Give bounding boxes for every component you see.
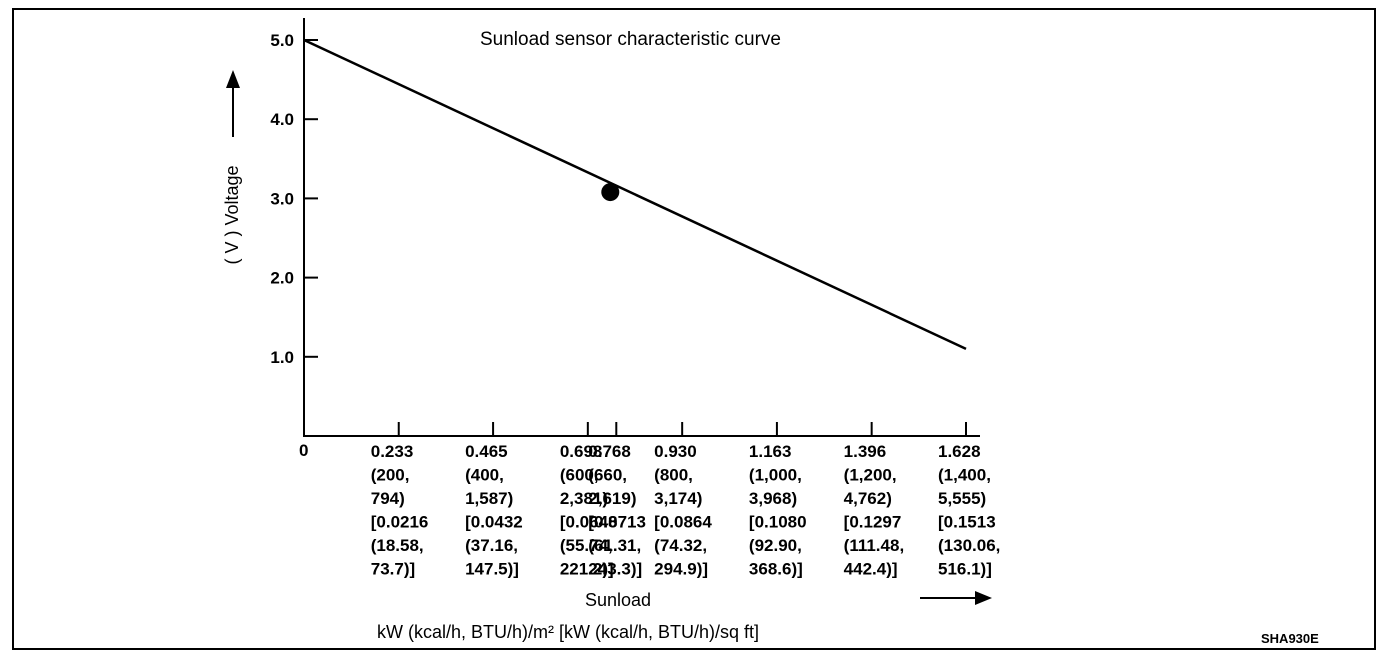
- figure-frame: [12, 8, 1376, 650]
- y-tick-label: 4.0: [270, 110, 294, 129]
- chart-title: Sunload sensor characteristic curve: [480, 29, 781, 50]
- x-tick-label-line: 1,587): [465, 489, 513, 508]
- x-origin-label: 0: [299, 441, 308, 460]
- series-line: [303, 38, 967, 351]
- x-tick-label-line: 0.465: [465, 442, 508, 461]
- x-tick-label-line: (55.74,: [560, 536, 613, 555]
- x-tick-label-line: 294.9)]: [654, 560, 708, 579]
- x-tick-label-line: (400,: [465, 466, 504, 485]
- x-tick-label-line: (18.58,: [371, 536, 424, 555]
- x-axis-label: Sunload: [585, 590, 651, 610]
- x-tick-label-line: 0.768: [588, 442, 631, 461]
- y-tick-label: 1.0: [270, 348, 294, 367]
- x-tick-label-line: 794): [371, 489, 405, 508]
- y-tick-label: 5.0: [270, 31, 294, 50]
- x-tick-label-line: 147.5)]: [465, 560, 519, 579]
- x-tick-label-line: [0.0216: [371, 513, 429, 532]
- x-tick-label-line: 2,381): [560, 489, 608, 508]
- x-tick-label-line: (92.90,: [749, 536, 802, 555]
- x-tick-label-line: (800,: [654, 466, 693, 485]
- y-axis-arrow: [226, 70, 240, 137]
- x-tick-label-line: 4,762): [844, 489, 892, 508]
- x-tick-label-line: 221.2)]: [560, 560, 614, 579]
- x-tick-label-line: 0.930: [654, 442, 697, 461]
- x-tick-label-line: 516.1)]: [938, 560, 992, 579]
- x-tick-label: 0.768 (660, 2,619) [0.0713 (61.31, 243.3)]: [588, 442, 646, 579]
- x-tick-label-line: 0.233: [371, 442, 414, 461]
- x-tick-label-line: (74.32,: [654, 536, 707, 555]
- x-tick-label: 1.163 (1,000, 3,968) [0.1080 (92.90, 368.6)]: [749, 442, 807, 579]
- x-tick-label-line: 73.7)]: [371, 560, 415, 579]
- x-tick-label-line: (61.31,: [588, 536, 641, 555]
- y-axis-label-group: ( V ) Voltage: [222, 165, 242, 264]
- x-tick-label-line: [0.0648: [560, 513, 618, 532]
- x-tick-label-line: [0.0713: [588, 513, 646, 532]
- x-tick-label-line: (111.48,: [844, 536, 905, 555]
- x-tick-label-line: [0.1080: [749, 513, 807, 532]
- plot-area: [303, 38, 967, 351]
- x-tick-label-line: 3,174): [654, 489, 702, 508]
- x-tick-label-line: (37.16,: [465, 536, 518, 555]
- x-tick-label-line: [0.1297: [844, 513, 902, 532]
- figure-code: SHA930E: [1261, 631, 1319, 646]
- x-tick-label-line: (130.06,: [938, 536, 1000, 555]
- x-tick-label-line: 1.396: [844, 442, 887, 461]
- x-tick-label-line: (1,200,: [844, 466, 897, 485]
- x-tick-label: 0.233 (200, 794) [0.0216 (18.58, 73.7)]: [371, 442, 429, 579]
- x-tick-label-line: (200,: [371, 466, 410, 485]
- x-tick-label: 0.930 (800, 3,174) [0.0864 (74.32, 294.9)]: [654, 442, 712, 579]
- y-tick-label: 3.0: [270, 189, 294, 208]
- y-axis-label: ( V ) Voltage: [222, 165, 242, 264]
- x-axis-units: kW (kcal/h, BTU/h)/m² [kW (kcal/h, BTU/h…: [377, 622, 759, 642]
- x-tick-label-line: 2,619): [588, 489, 636, 508]
- axes: [303, 18, 980, 437]
- x-tick-label-line: (1,000,: [749, 466, 802, 485]
- x-tick-label: 0.465 (400, 1,587) [0.0432 (37.16, 147.5)]: [465, 442, 523, 579]
- x-tick-label-line: (660,: [588, 466, 627, 485]
- x-tick-label: 1.628 (1,400, 5,555) [0.1513 (130.06, 516.1)]: [938, 442, 1000, 579]
- data-point-marker: [601, 183, 620, 202]
- x-tick-label-line: 1.628: [938, 442, 981, 461]
- x-tick-label-line: (600,: [560, 466, 599, 485]
- x-tick-label: 1.396 (1,200, 4,762) [0.1297 (111.48, 442.4)]: [844, 442, 905, 579]
- y-tick-label: 2.0: [270, 269, 294, 288]
- x-tick-label-line: 1.163: [749, 442, 792, 461]
- x-tick-label-line: 0.698: [560, 442, 603, 461]
- x-tick-label-line: 3,968): [749, 489, 797, 508]
- x-tick-label-line: [0.0864: [654, 513, 712, 532]
- x-tick-label-line: 243.3)]: [588, 560, 642, 579]
- x-axis-arrow: [920, 591, 992, 605]
- x-tick-label: 0.698 (600, 2,381) [0.0648 (55.74, 221.2)]: [560, 442, 618, 579]
- x-tick-label-line: 368.6)]: [749, 560, 803, 579]
- x-tick-label-line: (1,400,: [938, 466, 991, 485]
- x-ticks: 0.233 (200, 794) [0.0216 (18.58, 73.7)] 0.465 (…: [371, 422, 1000, 579]
- y-ticks: 5.0 4.0 3.0 2.0 1.0: [270, 31, 318, 367]
- x-tick-label-line: [0.0432: [465, 513, 523, 532]
- x-tick-label-line: 5,555): [938, 489, 986, 508]
- x-tick-label-line: 442.4)]: [844, 560, 898, 579]
- x-tick-label-line: [0.1513: [938, 513, 996, 532]
